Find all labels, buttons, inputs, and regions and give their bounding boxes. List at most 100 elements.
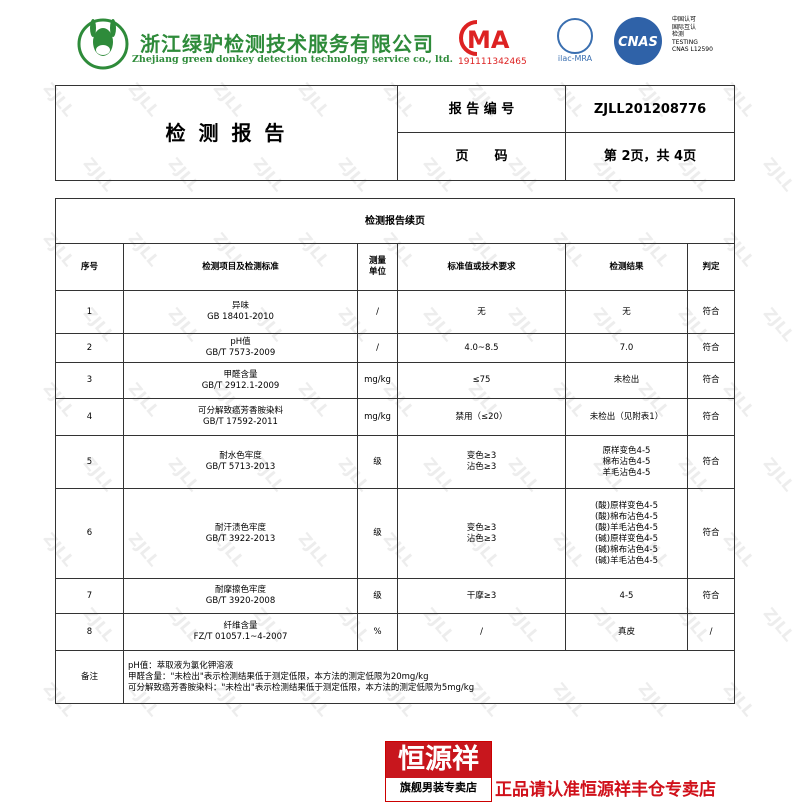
item-line: GB/T 3920-2008	[205, 596, 276, 606]
data-row: 4 可分解致癌芳香胺染料 GB/T 17592-2011 mg/kg 禁用（≤20） 未检…	[55, 398, 736, 436]
watermark-text: ZJLL	[759, 453, 799, 496]
row-number: 7	[55, 578, 124, 614]
item-line: GB/T 3922-2013	[205, 533, 276, 544]
item-line: 耐摩擦色牢度	[214, 585, 266, 595]
requirement-cell: 禁用（≤20）	[397, 398, 566, 436]
verdict: 符合	[686, 398, 736, 436]
notes-row: 备注 pH值：萃取液为氯化钾溶液 甲醛含量："未检出"表示检测结果低于测定低限，本方…	[55, 650, 736, 704]
item-cell: 甲醛含量 GB/T 2912.1-2009	[123, 362, 358, 399]
unit: 级	[357, 578, 398, 614]
verdict: 符合	[686, 290, 736, 334]
item-line: 耐水色牢度	[219, 451, 262, 461]
result-cell: 原样变色4-5 棉布沾色4-5 羊毛沾色4-5	[565, 435, 688, 489]
result-line: 真皮	[617, 626, 635, 637]
cnas-info-line: TESTING	[672, 38, 698, 46]
requirement-line: 无	[477, 306, 486, 317]
result-line: (酸)羊毛沾色4-5	[594, 522, 659, 533]
row-number: 8	[55, 613, 124, 651]
requirement-cell: 干摩≥3	[397, 578, 566, 614]
column-header-line: 单位	[368, 267, 386, 277]
requirement-line: ≤75	[472, 375, 491, 385]
result-line: 羊毛沾色4-5	[602, 467, 651, 478]
item-line: GB/T 5713-2013	[205, 462, 276, 472]
result-line: (酸)原样变色4-5	[594, 500, 659, 511]
item-line: GB/T 17592-2011	[203, 417, 278, 427]
requirement-line: 沾色≥3	[466, 533, 497, 544]
cma-logo: MA	[459, 20, 510, 56]
page-number: 第 2页，共 4页	[565, 132, 735, 181]
data-row: 7 耐摩擦色牢度 GB/T 3920-2008 级干摩≥3 4-5 符合	[55, 578, 736, 614]
item-line: GB 18401-2010	[207, 312, 274, 322]
column-header-line: 判定	[702, 261, 720, 272]
item-line: pH值	[230, 337, 251, 347]
column-header: 测量 单位	[357, 243, 398, 291]
cnas-info-line: 检测	[672, 31, 685, 38]
ilac-logo: ilac-MRA	[557, 18, 593, 63]
requirement-line: 变色≥3	[466, 522, 497, 533]
result-cell: 4-5	[565, 578, 688, 614]
verdict: 符合	[686, 362, 736, 399]
page-label: 页 码	[397, 132, 566, 181]
unit: %	[357, 613, 398, 651]
verdict: 符合	[686, 488, 736, 579]
row-number: 5	[55, 435, 124, 489]
table-title: 检测报告续页	[54, 198, 736, 244]
item-cell: 异味 GB 18401-2010	[123, 290, 358, 334]
result-line: (酸)棉布沾色4-5	[594, 511, 659, 522]
cma-code: 191111342465	[458, 57, 527, 67]
column-header: 标准值或技术要求	[397, 243, 566, 291]
item-line: 可分解致癌芳香胺染料	[197, 406, 283, 416]
item-line: 纤维含量	[223, 621, 258, 631]
notes-label: 备注	[55, 650, 124, 704]
logo	[77, 18, 129, 70]
cnas-info-line: 中国认可	[672, 16, 697, 23]
number-label: 报 告 编 号	[397, 85, 566, 133]
item-line: 耐汗渍色牢度	[214, 522, 266, 533]
requirement-line: 变色≥3	[466, 451, 497, 461]
requirement-cell: ≤75	[397, 362, 566, 399]
result-cell: (酸)原样变色4-5 (酸)棉布沾色4-5 (酸)羊毛沾色4-5 (碱)原样变色4-5…	[565, 488, 688, 579]
requirement-cell: 变色≥3 沾色≥3	[397, 488, 566, 579]
notes-line: pH值：萃取液为氯化钾溶液	[128, 660, 234, 671]
watermark-text: ZJLL	[759, 153, 799, 196]
watermark-text: ZJLL	[759, 603, 799, 646]
report-title: 检 测 报 告	[55, 85, 398, 181]
header-row: 序号 检测项目及检测标准 测量 单位 标准值或技术要求 检测结果 判定	[55, 243, 736, 291]
result-line: 棉布沾色4-5	[602, 456, 651, 467]
item-cell: 耐摩擦色牢度 GB/T 3920-2008	[123, 578, 358, 614]
result-line: 未检出	[613, 375, 640, 385]
requirement-line: /	[480, 626, 483, 637]
result-line: 原样变色4-5	[602, 445, 651, 456]
requirement-line: 4.0~8.5	[464, 342, 499, 353]
item-cell: 可分解致癌芳香胺染料 GB/T 17592-2011	[123, 398, 358, 436]
requirement-line: 禁用（≤20）	[455, 411, 508, 422]
data-row: 1 异味 GB 18401-2010/无无符合	[55, 290, 736, 334]
unit: /	[357, 333, 398, 363]
column-header-line: 检测项目及检测标准	[202, 261, 279, 272]
unit: mg/kg	[357, 398, 398, 436]
cnas-logo: CNAS	[614, 17, 662, 65]
requirement-line: 干摩≥3	[466, 590, 497, 601]
notes-cell: pH值：萃取液为氯化钾溶液 甲醛含量："未检出"表示检测结果低于测定低限，本方法的…	[122, 650, 736, 704]
column-header: 检测结果	[565, 243, 688, 291]
result-line: (碱)棉布沾色4-5	[594, 544, 659, 555]
result-table: 检测报告续页 序号 检测项目及检测标准 测量 单位 标准值或技术要求 检测结果 判定 1 异味 G…	[54, 198, 736, 704]
item-cell: 耐汗渍色牢度 GB/T 3922-2013	[123, 488, 358, 579]
verdict: 符合	[686, 578, 736, 614]
row-number: 4	[55, 398, 124, 436]
verdict: /	[686, 613, 736, 651]
column-header: 检测项目及检测标准	[123, 243, 358, 291]
column-header-line: 检测结果	[609, 261, 644, 272]
notes-line: 可分解致癌芳香胺染料："未检出"表示检测结果低于测定低限，本方法的测定低限为5m…	[128, 682, 475, 693]
brand-logo: 恒源祥 旗舰男装专卖店	[385, 741, 492, 802]
result-cell: 7.0	[565, 333, 688, 363]
item-cell: 耐水色牢度 GB/T 5713-2013	[123, 435, 358, 489]
result-cell: 未检出	[565, 362, 688, 399]
item-line: FZ/T 01057.1~4-2007	[193, 632, 288, 642]
result-line: (碱)羊毛沾色4-5	[594, 555, 659, 566]
data-row: 5 耐水色牢度 GB/T 5713-2013 级变色≥3 沾色≥3 原样变色4-5 棉布沾色…	[55, 435, 736, 489]
cnas-info-line: 国际互认	[672, 23, 697, 31]
unit: 级	[357, 488, 398, 579]
slogan: 正品请认准恒源祥丰仓专卖店	[495, 780, 716, 800]
requirement-cell: /	[397, 613, 566, 651]
